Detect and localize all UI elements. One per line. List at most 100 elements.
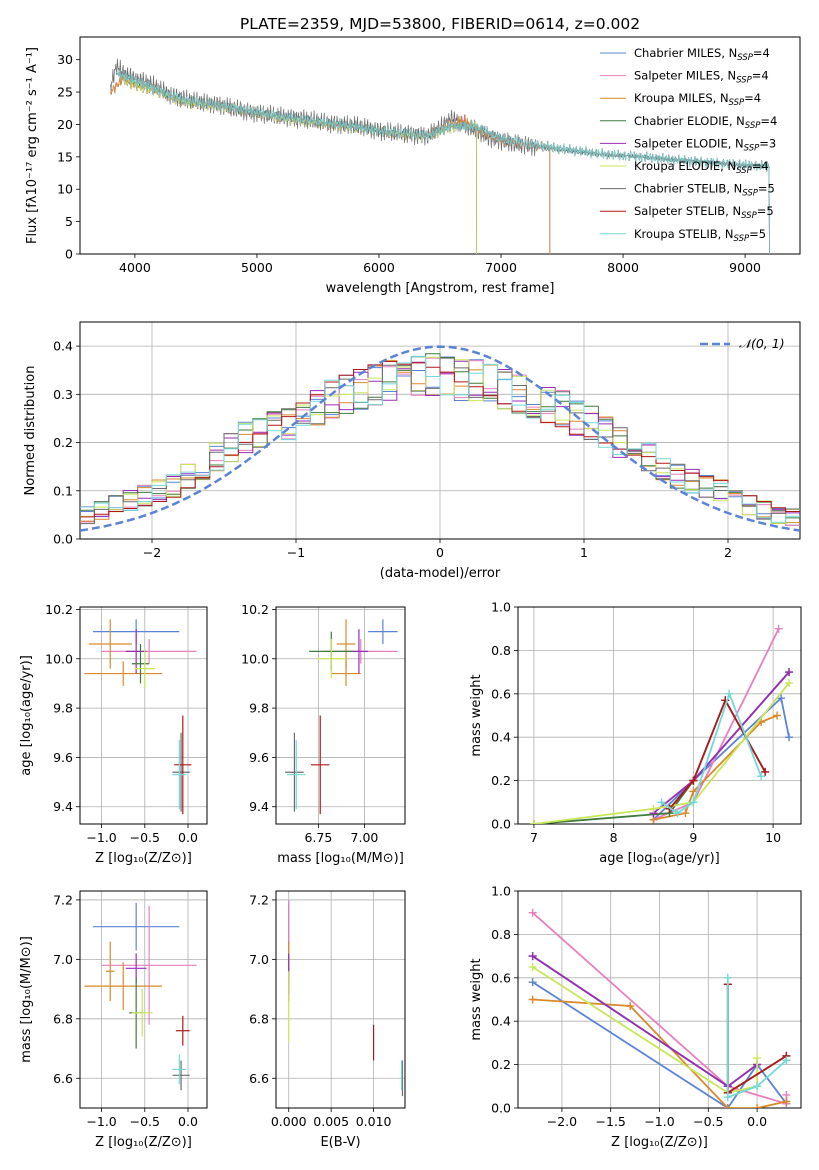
y-tick-label: 1.0 <box>491 884 511 899</box>
errorbar-point <box>84 661 163 686</box>
errorbar-point <box>172 732 190 812</box>
x-tick-label: −0.5 <box>693 1114 723 1129</box>
legend-tail: =4 <box>752 159 769 173</box>
series-line <box>532 998 787 1108</box>
y-axis-label: Flux [fλ10⁻¹⁷ erg cm⁻² s⁻¹ A⁻¹] <box>25 47 40 244</box>
y-axis-label: mass weight <box>469 674 484 756</box>
y-tick-label: 0.0 <box>491 1101 511 1116</box>
series-marker <box>723 1093 732 1102</box>
legend-sub: SSP <box>734 234 750 244</box>
series-marker <box>725 689 734 698</box>
legend-tail: =3 <box>759 136 776 150</box>
x-axis-label: mass [log₁₀(M/M⊙)] <box>277 851 404 866</box>
legend-tail: =4 <box>744 91 761 105</box>
y-tick-label: 0.6 <box>491 970 511 985</box>
legend-entry: Chabrier STELIB, NSSP=5 <box>634 182 775 199</box>
y-tick-label: 0.2 <box>491 773 511 788</box>
y-tick-label: 0.2 <box>491 1057 511 1072</box>
legend-entry: Salpeter MILES, NSSP=4 <box>634 69 769 86</box>
series-marker <box>785 733 794 742</box>
model-spectrum <box>122 76 477 254</box>
x-tick-label: −1.0 <box>86 830 116 845</box>
x-tick-label: 7000 <box>485 260 517 275</box>
series-marker <box>777 694 786 703</box>
series-line <box>726 977 787 1099</box>
y-tick-label: 6.8 <box>53 1011 73 1026</box>
legend-sub: SSP <box>736 76 752 86</box>
mass_vs_Z-axes: −1.0 −0.5 0.0 6.6 6.8 7.0 7.2 Z [log₁₀(Z/Z⊙)] ma… <box>19 890 208 1150</box>
x-tick-label: 0.0 <box>178 1114 198 1129</box>
y-tick-label: 10.2 <box>45 602 73 617</box>
x-tick-label: −2 <box>143 545 161 560</box>
series-marker <box>753 1082 762 1091</box>
x-tick-label: 8000 <box>607 260 639 275</box>
y-tick-label: 0.4 <box>53 339 73 354</box>
y-tick-label: 7.2 <box>249 892 269 907</box>
massweight_vs_age-frame <box>517 606 802 825</box>
y-tick-label: 6.6 <box>53 1071 73 1086</box>
x-tick-label: 0.0 <box>747 1114 767 1129</box>
y-tick-label: 7.2 <box>53 892 73 907</box>
legend-entry: Chabrier ELODIE, NSSP=4 <box>634 114 777 131</box>
massweight_vs_Z-series <box>528 908 791 1108</box>
y-tick-label: 20 <box>57 117 73 132</box>
y-tick-label: 0.3 <box>53 387 73 402</box>
residuals-frame <box>79 321 801 540</box>
legend-tail: =5 <box>758 182 775 196</box>
y-tick-label: 9.4 <box>249 799 269 814</box>
legend-sub: SSP <box>742 189 758 199</box>
errorbar-point <box>331 661 361 686</box>
mass_vs_ebv-frame <box>275 890 406 1109</box>
series-line <box>652 671 790 814</box>
x-tick-label: 4000 <box>119 260 151 275</box>
legend-sub: SSP <box>736 166 752 176</box>
y-tick-label: 25 <box>57 85 73 100</box>
legend-sub: SSP <box>745 121 761 131</box>
y-tick-label: 0.4 <box>491 730 511 745</box>
spectrum-frame <box>79 36 801 255</box>
figure-title: PLATE=2359, MJD=53800, FIBERID=0614, z=0… <box>240 15 640 33</box>
errorbar-point <box>101 639 197 664</box>
y-tick-label: 6.6 <box>249 1071 269 1086</box>
y-tick-label: 7.0 <box>249 952 269 967</box>
y-tick-label: 9.6 <box>53 750 73 765</box>
mass_vs_ebv-points <box>288 899 404 1097</box>
series-line <box>533 682 790 824</box>
series-marker <box>657 798 666 807</box>
series-marker <box>782 1056 791 1065</box>
y-axis-label: Normed distribution <box>23 366 38 496</box>
massweight_vs_age-series <box>529 624 794 824</box>
series-marker <box>723 973 732 982</box>
y-tick-label: 1.0 <box>491 600 511 615</box>
errorbar-point <box>172 1060 190 1091</box>
series-marker <box>782 1097 791 1106</box>
series-marker <box>753 1054 762 1063</box>
legend-label: Chabrier ELODIE, N <box>634 114 745 128</box>
x-tick-label: −1.0 <box>644 1114 674 1129</box>
x-tick-label: 0.010 <box>356 1114 392 1129</box>
legend-entry: Salpeter ELODIE, NSSP=3 <box>634 136 776 153</box>
x-tick-label: 10 <box>765 830 781 845</box>
age_vs_mass-points <box>285 619 398 815</box>
legend-entry: 𝒩(0, 1) <box>739 336 785 351</box>
series-marker <box>785 668 794 677</box>
series-marker <box>761 767 770 776</box>
series-marker <box>529 820 538 824</box>
histogram-series <box>80 361 800 518</box>
age_vs_Z-frame <box>79 606 208 825</box>
residuals-axes: −2 −1 0 1 2 0.0 0.1 0.2 0.3 0.4 (data-model)/error… <box>23 321 801 581</box>
legend-label: Salpeter STELIB, N <box>634 204 741 218</box>
legend-label: Chabrier MILES, N <box>634 46 737 60</box>
errorbar-point <box>368 619 398 644</box>
errorbar-point <box>88 619 132 669</box>
y-tick-label: 10.0 <box>45 651 73 666</box>
series-marker <box>774 624 783 633</box>
y-tick-label: 0.8 <box>491 643 511 658</box>
residual-legend: 𝒩(0, 1) <box>700 336 785 351</box>
x-tick-label: 0.0 <box>178 830 198 845</box>
model-spectrum <box>110 75 551 254</box>
legend-label: Kroupa ELODIE, N <box>634 159 736 173</box>
series-marker <box>673 809 682 818</box>
massweight_vs_age-axes: 7 8 9 10 0.0 0.2 0.4 0.6 0.8 1.0 age [log₁₀(age/yr… <box>469 600 802 866</box>
